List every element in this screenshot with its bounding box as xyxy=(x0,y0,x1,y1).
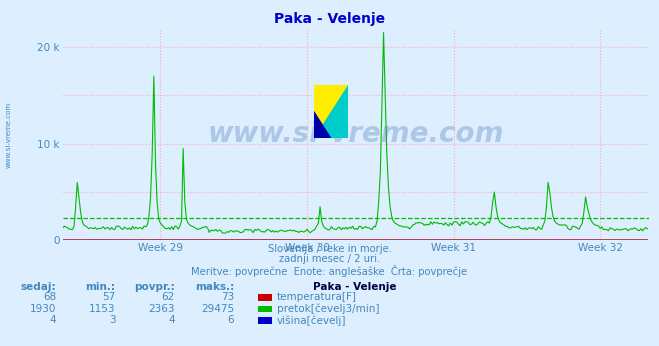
Text: temperatura[F]: temperatura[F] xyxy=(277,292,357,302)
Text: 73: 73 xyxy=(221,292,234,302)
Text: maks.:: maks.: xyxy=(194,282,234,292)
Text: zadnji mesec / 2 uri.: zadnji mesec / 2 uri. xyxy=(279,254,380,264)
Text: 62: 62 xyxy=(161,292,175,302)
Polygon shape xyxy=(314,85,348,138)
Text: 29475: 29475 xyxy=(201,304,234,314)
Text: 2363: 2363 xyxy=(148,304,175,314)
Text: www.si-vreme.com: www.si-vreme.com xyxy=(208,120,504,148)
Text: www.si-vreme.com: www.si-vreme.com xyxy=(5,102,12,168)
Text: 4: 4 xyxy=(168,315,175,325)
Text: Paka - Velenje: Paka - Velenje xyxy=(274,12,385,26)
Text: 1153: 1153 xyxy=(89,304,115,314)
Text: Slovenija / reke in morje.: Slovenija / reke in morje. xyxy=(268,244,391,254)
Text: 3: 3 xyxy=(109,315,115,325)
Text: sedaj:: sedaj: xyxy=(20,282,56,292)
Text: min.:: min.: xyxy=(85,282,115,292)
Text: Meritve: povprečne  Enote: anglešaške  Črta: povprečje: Meritve: povprečne Enote: anglešaške Črt… xyxy=(191,265,468,277)
Polygon shape xyxy=(314,85,348,138)
Text: višina[čevelj]: višina[čevelj] xyxy=(277,315,346,326)
Text: 1930: 1930 xyxy=(30,304,56,314)
Polygon shape xyxy=(314,111,331,138)
Text: 68: 68 xyxy=(43,292,56,302)
Text: Paka - Velenje: Paka - Velenje xyxy=(313,282,397,292)
Text: 6: 6 xyxy=(227,315,234,325)
Text: 57: 57 xyxy=(102,292,115,302)
Text: povpr.:: povpr.: xyxy=(134,282,175,292)
Text: 4: 4 xyxy=(49,315,56,325)
Text: pretok[čevelj3/min]: pretok[čevelj3/min] xyxy=(277,304,380,314)
